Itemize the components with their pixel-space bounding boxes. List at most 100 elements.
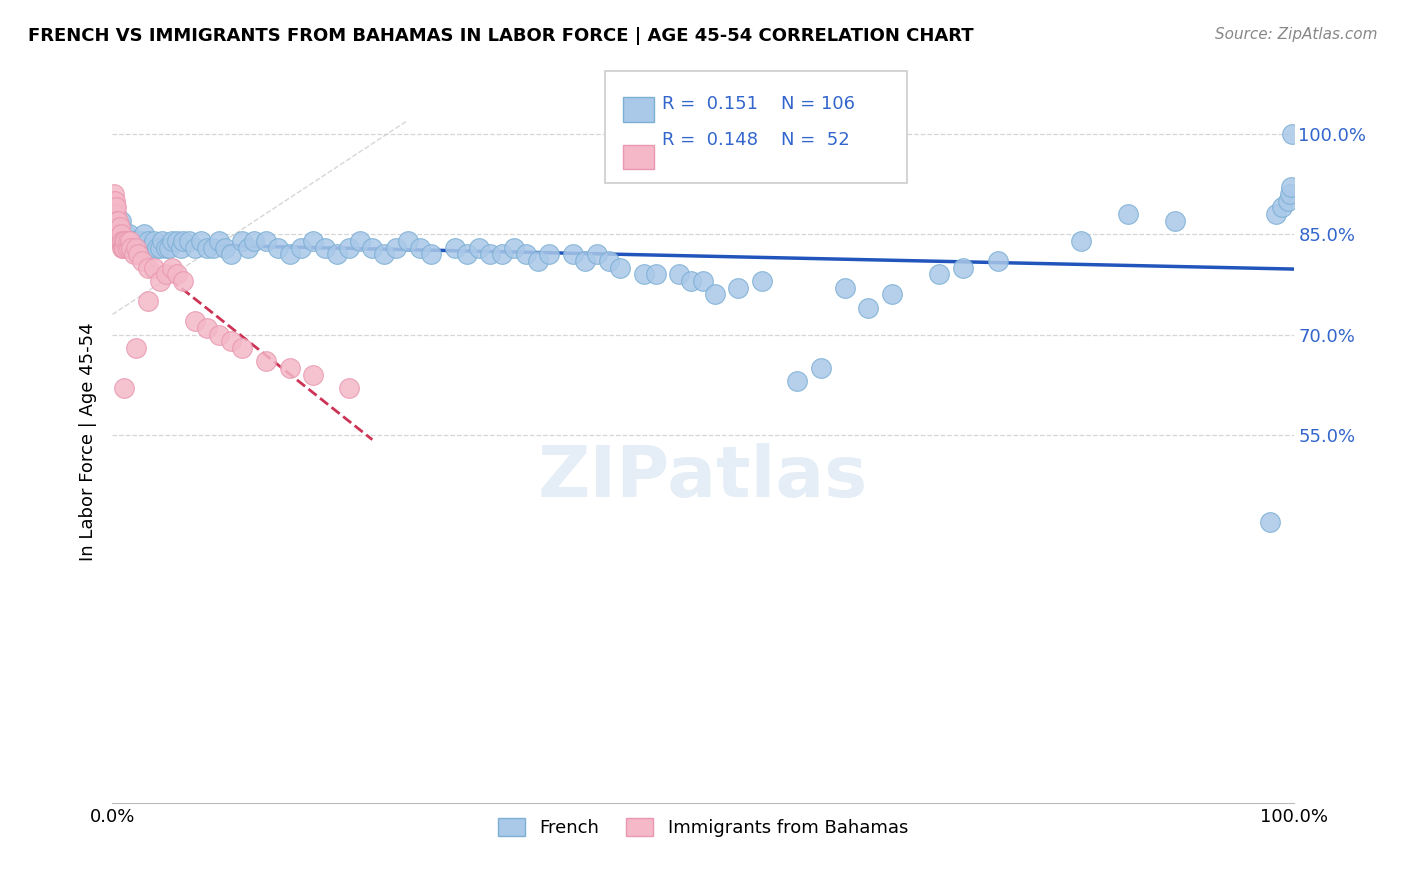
Point [668,268,690,282]
Point [105,214,128,228]
Point [110,214,132,228]
Point [1070,234,1092,248]
Point [136,260,159,275]
Point [254,354,277,368]
Point [142,234,165,248]
Point [692,274,714,288]
Point [134,227,156,242]
Point [155,241,177,255]
Point [107,227,129,242]
Point [120,234,142,248]
Point [136,294,159,309]
Point [314,241,336,255]
Point [115,241,138,255]
Point [880,287,903,301]
Point [160,234,183,248]
Point [201,241,224,255]
Point [127,234,149,248]
Point [184,241,207,255]
Point [110,227,132,242]
Point [1264,207,1286,221]
Point [238,241,260,255]
Point [111,234,134,248]
Text: R =  0.148    N =  52: R = 0.148 N = 52 [662,131,851,149]
Point [172,274,194,288]
Point [952,260,974,275]
Point [103,194,125,208]
Point [349,234,371,248]
Point [112,241,135,255]
Point [118,227,141,242]
Point [170,241,193,255]
Point [243,234,266,248]
Point [129,241,152,255]
Point [108,234,131,248]
Point [117,234,139,248]
Point [681,274,703,288]
Point [184,314,207,328]
Point [107,220,129,235]
Point [231,341,253,355]
Point [111,227,134,242]
Point [114,227,136,242]
Point [751,274,773,288]
Point [479,247,502,261]
Point [122,247,145,261]
Point [110,234,132,248]
Text: R =  0.151    N = 106: R = 0.151 N = 106 [662,95,855,113]
Point [105,207,128,221]
Point [1278,187,1301,202]
Point [195,241,218,255]
Point [125,241,148,255]
Point [157,241,180,255]
Point [104,194,127,208]
Point [112,241,135,255]
Point [146,241,169,255]
Point [142,260,165,275]
Point [179,234,201,248]
Point [254,234,277,248]
Point [219,247,242,261]
Legend: French, Immigrants from Bahamas: French, Immigrants from Bahamas [491,811,915,845]
Point [609,260,631,275]
Point [108,227,131,242]
Point [190,234,212,248]
Point [105,227,128,242]
Point [104,214,127,228]
Point [111,241,134,255]
Point [125,341,148,355]
Point [112,227,135,242]
Point [115,234,138,248]
Point [105,220,128,235]
Point [105,214,128,228]
Point [1281,127,1303,141]
Point [127,247,149,261]
Point [810,361,832,376]
Point [337,241,360,255]
Point [408,241,430,255]
Point [467,241,489,255]
Point [326,247,349,261]
Point [214,241,236,255]
Point [149,241,172,255]
Point [526,254,548,268]
Point [139,241,162,255]
Point [166,234,188,248]
Point [396,234,419,248]
Point [118,241,141,255]
Point [166,268,188,282]
Point [373,247,395,261]
Point [987,254,1010,268]
Point [112,381,135,395]
Point [117,234,139,248]
Point [125,241,148,255]
Point [108,220,131,235]
Point [136,234,159,248]
Point [105,214,128,228]
Point [122,241,145,255]
Point [131,254,153,268]
Point [1279,180,1302,194]
Point [208,327,231,342]
Point [112,234,135,248]
Point [786,375,808,389]
